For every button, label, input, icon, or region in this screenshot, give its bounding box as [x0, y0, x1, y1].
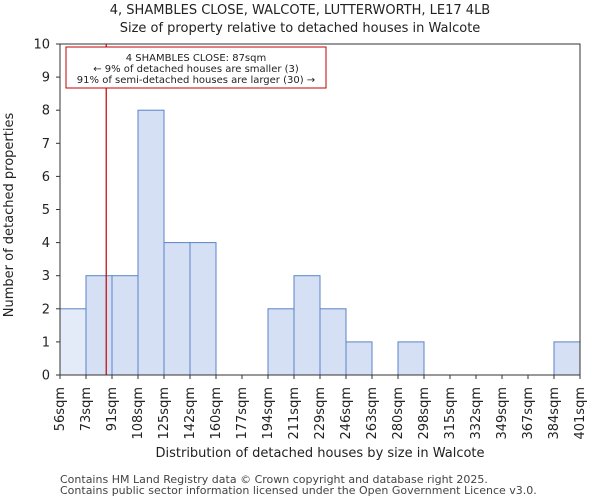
- x-tick-label: 125sqm: [157, 387, 172, 440]
- bar-384sqm: [553, 341, 581, 376]
- y-tick-label: 9: [42, 71, 50, 86]
- annotation-line-2: ← 9% of detached houses are smaller (3): [93, 64, 299, 75]
- x-tick-label: 177sqm: [235, 387, 250, 440]
- y-tick-label: 10: [33, 38, 50, 53]
- y-tick-label: 6: [42, 170, 50, 185]
- chart-title: 4, SHAMBLES CLOSE, WALCOTE, LUTTERWORTH,…: [110, 3, 490, 18]
- annotation-box: 4 SHAMBLES CLOSE: 87sqm← 9% of detached …: [65, 46, 327, 89]
- bar-211sqm: [293, 275, 321, 376]
- annotation-line-1: 4 SHAMBLES CLOSE: 87sqm: [126, 53, 266, 64]
- x-tick-label: 211sqm: [287, 387, 302, 440]
- bar-194sqm: [267, 308, 295, 376]
- bar-280sqm: [397, 341, 425, 376]
- y-ticks-group: 0 1 2 3 4 5 6 7 8 9 10: [33, 38, 60, 384]
- y-tick-label: 7: [42, 137, 50, 152]
- x-tick-label: 56sqm: [53, 387, 68, 431]
- x-axis-label: Distribution of detached houses by size …: [155, 446, 484, 461]
- bar-246sqm: [345, 341, 373, 376]
- x-tick-label: 142sqm: [183, 387, 198, 440]
- bars-group: [59, 109, 581, 376]
- y-tick-label: 1: [42, 335, 50, 350]
- y-tick-label: 0: [42, 369, 50, 384]
- bar-56sqm: [59, 308, 87, 376]
- x-tick-label: 367sqm: [521, 387, 536, 440]
- chart: 4, SHAMBLES CLOSE, WALCOTE, LUTTERWORTH,…: [2, 3, 588, 461]
- bar-108sqm: [137, 109, 165, 376]
- bar-142sqm: [189, 242, 217, 376]
- x-tick-label: 315sqm: [443, 387, 458, 440]
- x-tick-label: 263sqm: [365, 387, 380, 440]
- x-tick-label: 108sqm: [131, 387, 146, 440]
- x-tick-label: 246sqm: [339, 387, 354, 440]
- y-axis-label: Number of detached properties: [2, 113, 17, 318]
- footer-line-2: Contains public sector information licen…: [60, 484, 537, 497]
- x-tick-label: 384sqm: [547, 387, 562, 440]
- y-tick-label: 8: [42, 104, 50, 119]
- x-tick-label: 401sqm: [573, 387, 588, 440]
- x-tick-label: 73sqm: [79, 387, 94, 431]
- chart-subtitle: Size of property relative to detached ho…: [120, 21, 481, 36]
- x-tick-label: 280sqm: [391, 387, 406, 440]
- x-tick-label: 332sqm: [469, 387, 484, 440]
- x-tick-label: 91sqm: [105, 387, 120, 431]
- bar-125sqm: [163, 242, 191, 376]
- y-tick-label: 5: [42, 203, 50, 218]
- y-tick-label: 3: [42, 269, 50, 284]
- bar-91sqm: [111, 275, 139, 376]
- x-tick-label: 160sqm: [209, 387, 224, 440]
- bar-73sqm: [85, 275, 113, 376]
- x-tick-label: 194sqm: [261, 387, 276, 440]
- x-tick-label: 229sqm: [313, 387, 328, 440]
- footer-line-1: Contains HM Land Registry data © Crown c…: [60, 473, 488, 486]
- bar-229sqm: [319, 308, 347, 376]
- x-tick-label: 298sqm: [417, 387, 432, 440]
- y-tick-label: 4: [42, 236, 50, 251]
- annotation-frame: [65, 46, 327, 89]
- x-tick-label: 349sqm: [495, 387, 510, 440]
- x-ticks-group: 56sqm 73sqm 91sqm 108sqm 125sqm 142sqm 160sqm 1…: [53, 375, 588, 440]
- annotation-line-3: 91% of semi-detached houses are larger (…: [77, 75, 315, 86]
- y-tick-label: 2: [42, 302, 50, 317]
